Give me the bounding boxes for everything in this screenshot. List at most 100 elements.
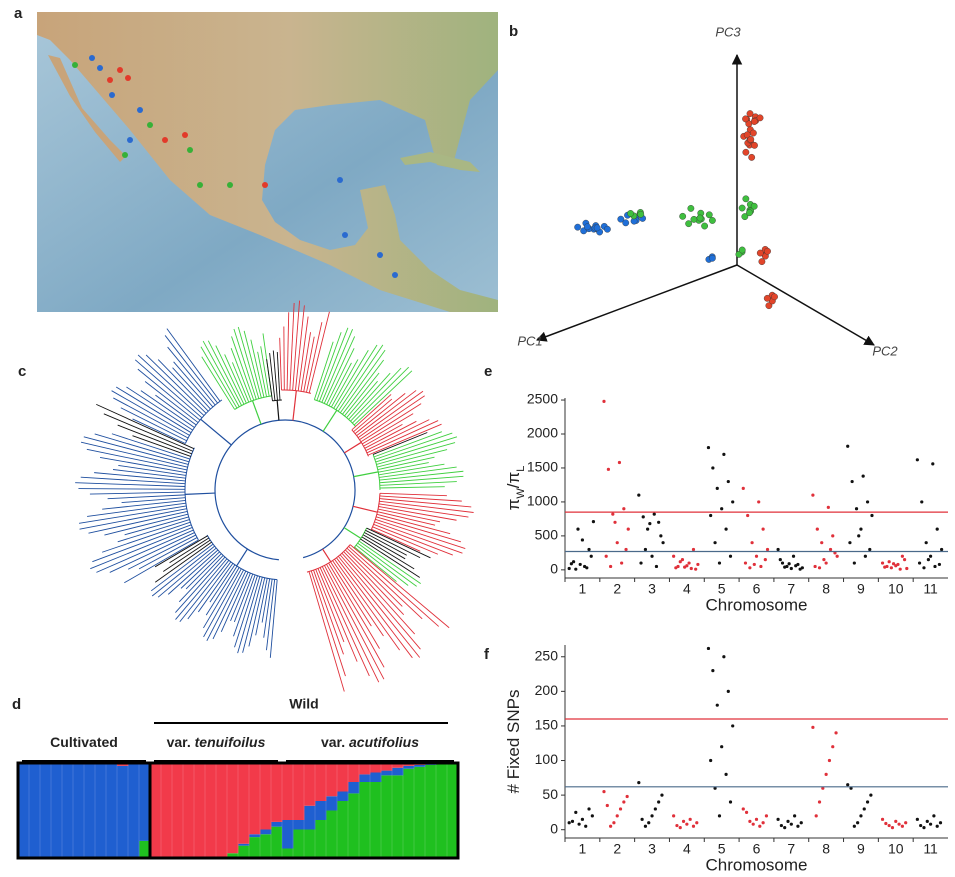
data-point [604, 554, 608, 558]
data-point [900, 824, 904, 828]
site [262, 182, 268, 188]
tree-branch [157, 547, 217, 598]
data-point [924, 541, 928, 545]
tree-branch [132, 435, 191, 457]
data-point [620, 561, 624, 565]
ancestry-segment [293, 829, 305, 858]
data-point [641, 515, 645, 519]
tree-branch [337, 555, 421, 658]
data-point [696, 562, 700, 567]
ancestry-segment [359, 763, 371, 775]
tree-branch [87, 502, 186, 517]
ancestry-segment [359, 782, 371, 858]
y-axis-label-part: # Fixed SNPs [504, 690, 523, 794]
tree-branch [215, 345, 245, 405]
data-point [883, 565, 887, 569]
tree-branch [343, 527, 362, 539]
tree-branch [185, 492, 216, 495]
ancestry-segment [381, 775, 393, 858]
data-point [657, 800, 661, 804]
data-point [922, 826, 926, 830]
ancestry-segment [249, 834, 261, 838]
pca-dot [748, 153, 756, 161]
panel-label: a [14, 5, 23, 22]
ancestry-segment [348, 793, 360, 858]
pc1-label: PC1 [517, 333, 542, 348]
tree-branch [111, 390, 190, 436]
tree-branch [185, 553, 222, 590]
data-point [859, 527, 863, 531]
data-point [922, 566, 926, 570]
pc1-axis [536, 264, 738, 342]
pca-dot [637, 210, 645, 218]
tree-branch [103, 413, 193, 452]
tree-branch [272, 350, 278, 401]
tree-branch [357, 390, 424, 438]
data-point [891, 562, 896, 566]
tree-branch [379, 475, 464, 484]
tree-branch [379, 492, 447, 497]
pc2-label: PC2 [872, 343, 898, 358]
tree-branch [377, 449, 448, 468]
pca-dot [747, 136, 755, 143]
ancestry-segment [238, 845, 250, 858]
y-tick-label: 200 [535, 682, 559, 698]
tree-branch [184, 399, 223, 444]
pca-dot [750, 118, 758, 125]
data-point [657, 520, 661, 524]
ancestry-segment [293, 820, 305, 830]
data-point [764, 814, 769, 818]
data-point [580, 817, 585, 821]
tree-branch [377, 511, 436, 526]
tree-branch [111, 433, 191, 460]
tree-branch [362, 413, 414, 445]
ancestry-segment [326, 763, 338, 797]
tree-branch [322, 409, 338, 432]
x-tick-label: 7 [787, 581, 795, 597]
ancestry-segment [414, 764, 426, 767]
x-tick-label: 9 [857, 581, 865, 597]
ancestry-segment [436, 763, 448, 858]
tree-branch [224, 354, 247, 404]
y-axis-label-part: L [515, 466, 527, 472]
tree-branch [339, 554, 421, 650]
baja [48, 55, 126, 162]
data-point [637, 493, 641, 497]
tree-branch [378, 462, 429, 473]
data-point [681, 819, 686, 823]
tree-branch [361, 536, 415, 570]
data-point [890, 826, 895, 830]
panel-label: f [484, 646, 490, 663]
tree-branch [349, 544, 450, 629]
pc2-axis [736, 264, 875, 346]
data-point [897, 822, 901, 826]
tree-branch [379, 486, 445, 489]
ancestry-segment [282, 848, 294, 858]
data-point [724, 772, 728, 776]
tree-branch [104, 513, 189, 536]
tree-branch [379, 466, 457, 478]
data-point [691, 824, 696, 828]
tree-branch [353, 370, 413, 426]
data-point [591, 520, 596, 524]
tree-branch [112, 469, 186, 479]
tree-branch [276, 400, 280, 421]
site [97, 65, 103, 71]
tree-branch [303, 336, 315, 392]
y-tick-label: 2000 [527, 425, 558, 441]
tree-branch [169, 537, 210, 564]
tree-branch [292, 300, 301, 391]
x-tick-label: 8 [822, 841, 830, 857]
data-point [846, 444, 850, 448]
tree-branch [373, 431, 443, 458]
data-point [569, 562, 573, 566]
tree-branch [334, 558, 401, 651]
x-tick-label: 5 [718, 581, 726, 597]
data-point [574, 810, 578, 815]
pca-dot [765, 302, 773, 310]
data-point [835, 554, 839, 558]
tree-branch [117, 519, 190, 543]
tree-branch [348, 546, 440, 627]
data-point [917, 561, 922, 565]
tree-branch [175, 558, 228, 620]
